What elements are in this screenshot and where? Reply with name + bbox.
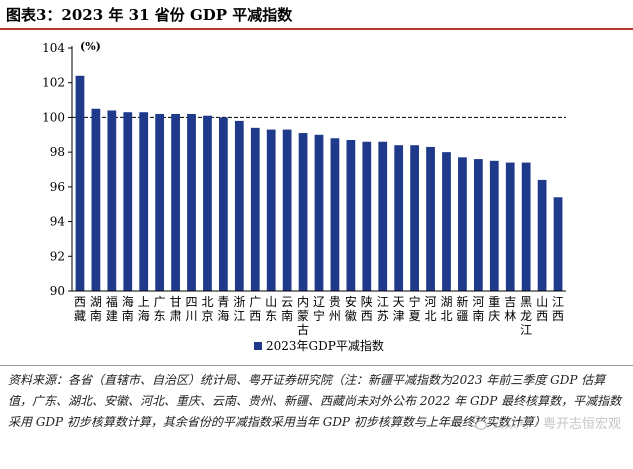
bar-广东 (155, 113, 165, 292)
x-tick-label: 宁夏 (409, 294, 421, 323)
y-tick-label: 104 (42, 41, 65, 55)
x-tick-label: 青海 (217, 295, 229, 323)
bar-青海 (219, 117, 228, 292)
x-tick-label: 上海 (138, 295, 150, 323)
x-tick-label: 海南 (122, 294, 134, 323)
bar-湖南 (91, 108, 101, 291)
bar-天津 (394, 145, 404, 291)
watermark-text: 公众号 · 粤开志恒宏观 (491, 417, 621, 432)
y-axis-unit: (%) (80, 40, 101, 53)
x-tick-label: 重庆 (488, 295, 500, 323)
x-tick-label: 浙江 (233, 295, 245, 323)
legend-label: 2023年GDP平减指数 (266, 338, 384, 353)
y-tick-label: 102 (42, 76, 65, 90)
bar-河北 (426, 146, 435, 291)
y-tick-label: 94 (50, 215, 66, 229)
bar-海南 (123, 112, 133, 291)
bar-河南 (473, 159, 483, 291)
title-rule (0, 28, 633, 30)
x-tick-label: 广西 (249, 295, 261, 323)
bar-北京 (203, 115, 212, 291)
y-tick-label: 96 (50, 180, 65, 194)
bar-福建 (107, 110, 117, 292)
x-tick-label: 安徽 (345, 294, 357, 323)
x-tick-label: 陕西 (361, 294, 373, 323)
y-tick-label: 90 (50, 284, 65, 298)
bar-辽宁 (314, 134, 324, 291)
bar-宁夏 (410, 145, 419, 291)
bar-新疆 (458, 157, 467, 291)
bar-广西 (250, 127, 260, 291)
x-tick-label: 内蒙古 (297, 295, 309, 337)
x-tick-label: 江西 (552, 295, 564, 323)
x-tick-label: 黑龙江 (520, 295, 532, 337)
bar-上海 (139, 112, 149, 291)
bar-四川 (187, 113, 196, 292)
x-tick-label: 云南 (281, 295, 293, 323)
bar-chart: 90 92 94 96 98 100 102 104 (%) 西藏湖南福建海南上海广东甘肃四川北京… (42, 40, 566, 353)
x-tick-label: 广东 (154, 295, 166, 323)
x-tick-label: 北京 (201, 295, 213, 323)
bar-山东 (266, 129, 276, 291)
wechat-icon (468, 415, 487, 430)
x-tick-label: 西藏 (74, 295, 86, 323)
bar-陕西 (362, 141, 372, 291)
y-tick-label: 98 (50, 145, 65, 159)
x-tick-label: 新疆 (456, 294, 468, 323)
x-tick-label: 河南 (472, 295, 484, 323)
y-tick-label: 92 (50, 249, 65, 263)
x-tick-label: 福建 (106, 294, 118, 323)
x-tick-label: 江苏 (377, 295, 389, 323)
x-tick-label: 湖南 (90, 294, 102, 323)
bar-内蒙古 (298, 133, 308, 291)
x-tick-label: 贵州 (329, 295, 341, 323)
y-tick-label: 100 (42, 110, 65, 124)
bar-浙江 (234, 120, 244, 292)
bar-甘肃 (171, 113, 180, 292)
bar-黑龙江 (521, 162, 531, 291)
x-tick-label: 湖北 (440, 294, 452, 323)
x-tick-label: 四川 (186, 295, 198, 323)
x-tick-label: 甘肃 (170, 295, 182, 323)
bar-贵州 (330, 138, 340, 291)
source-note: 资料来源：各省（直辖市、自治区）统计局、粤开证券研究院（注：新疆平减指数为202… (8, 373, 622, 429)
bar-重庆 (489, 160, 499, 291)
bar-云南 (282, 129, 292, 291)
x-tick-label: 山东 (265, 295, 277, 323)
x-tick-label: 吉林 (504, 295, 516, 323)
x-tick-label: 辽宁 (313, 295, 325, 323)
bar-安徽 (346, 139, 356, 291)
bar-江苏 (378, 141, 388, 291)
bar-江西 (553, 197, 563, 291)
watermark: 公众号 · 粤开志恒宏观 (468, 413, 621, 432)
source-rule (0, 365, 633, 366)
bar-湖北 (442, 152, 451, 291)
legend-swatch (254, 342, 262, 350)
bar-山西 (537, 179, 547, 291)
figure-title: 图表3：2023 年 31 省份 GDP 平减指数 (6, 6, 293, 24)
bar-西藏 (75, 75, 85, 291)
x-tick-label: 山西 (536, 295, 548, 323)
x-tick-label: 河北 (425, 295, 437, 323)
bar-吉林 (505, 162, 515, 291)
x-tick-label: 天津 (393, 295, 405, 323)
